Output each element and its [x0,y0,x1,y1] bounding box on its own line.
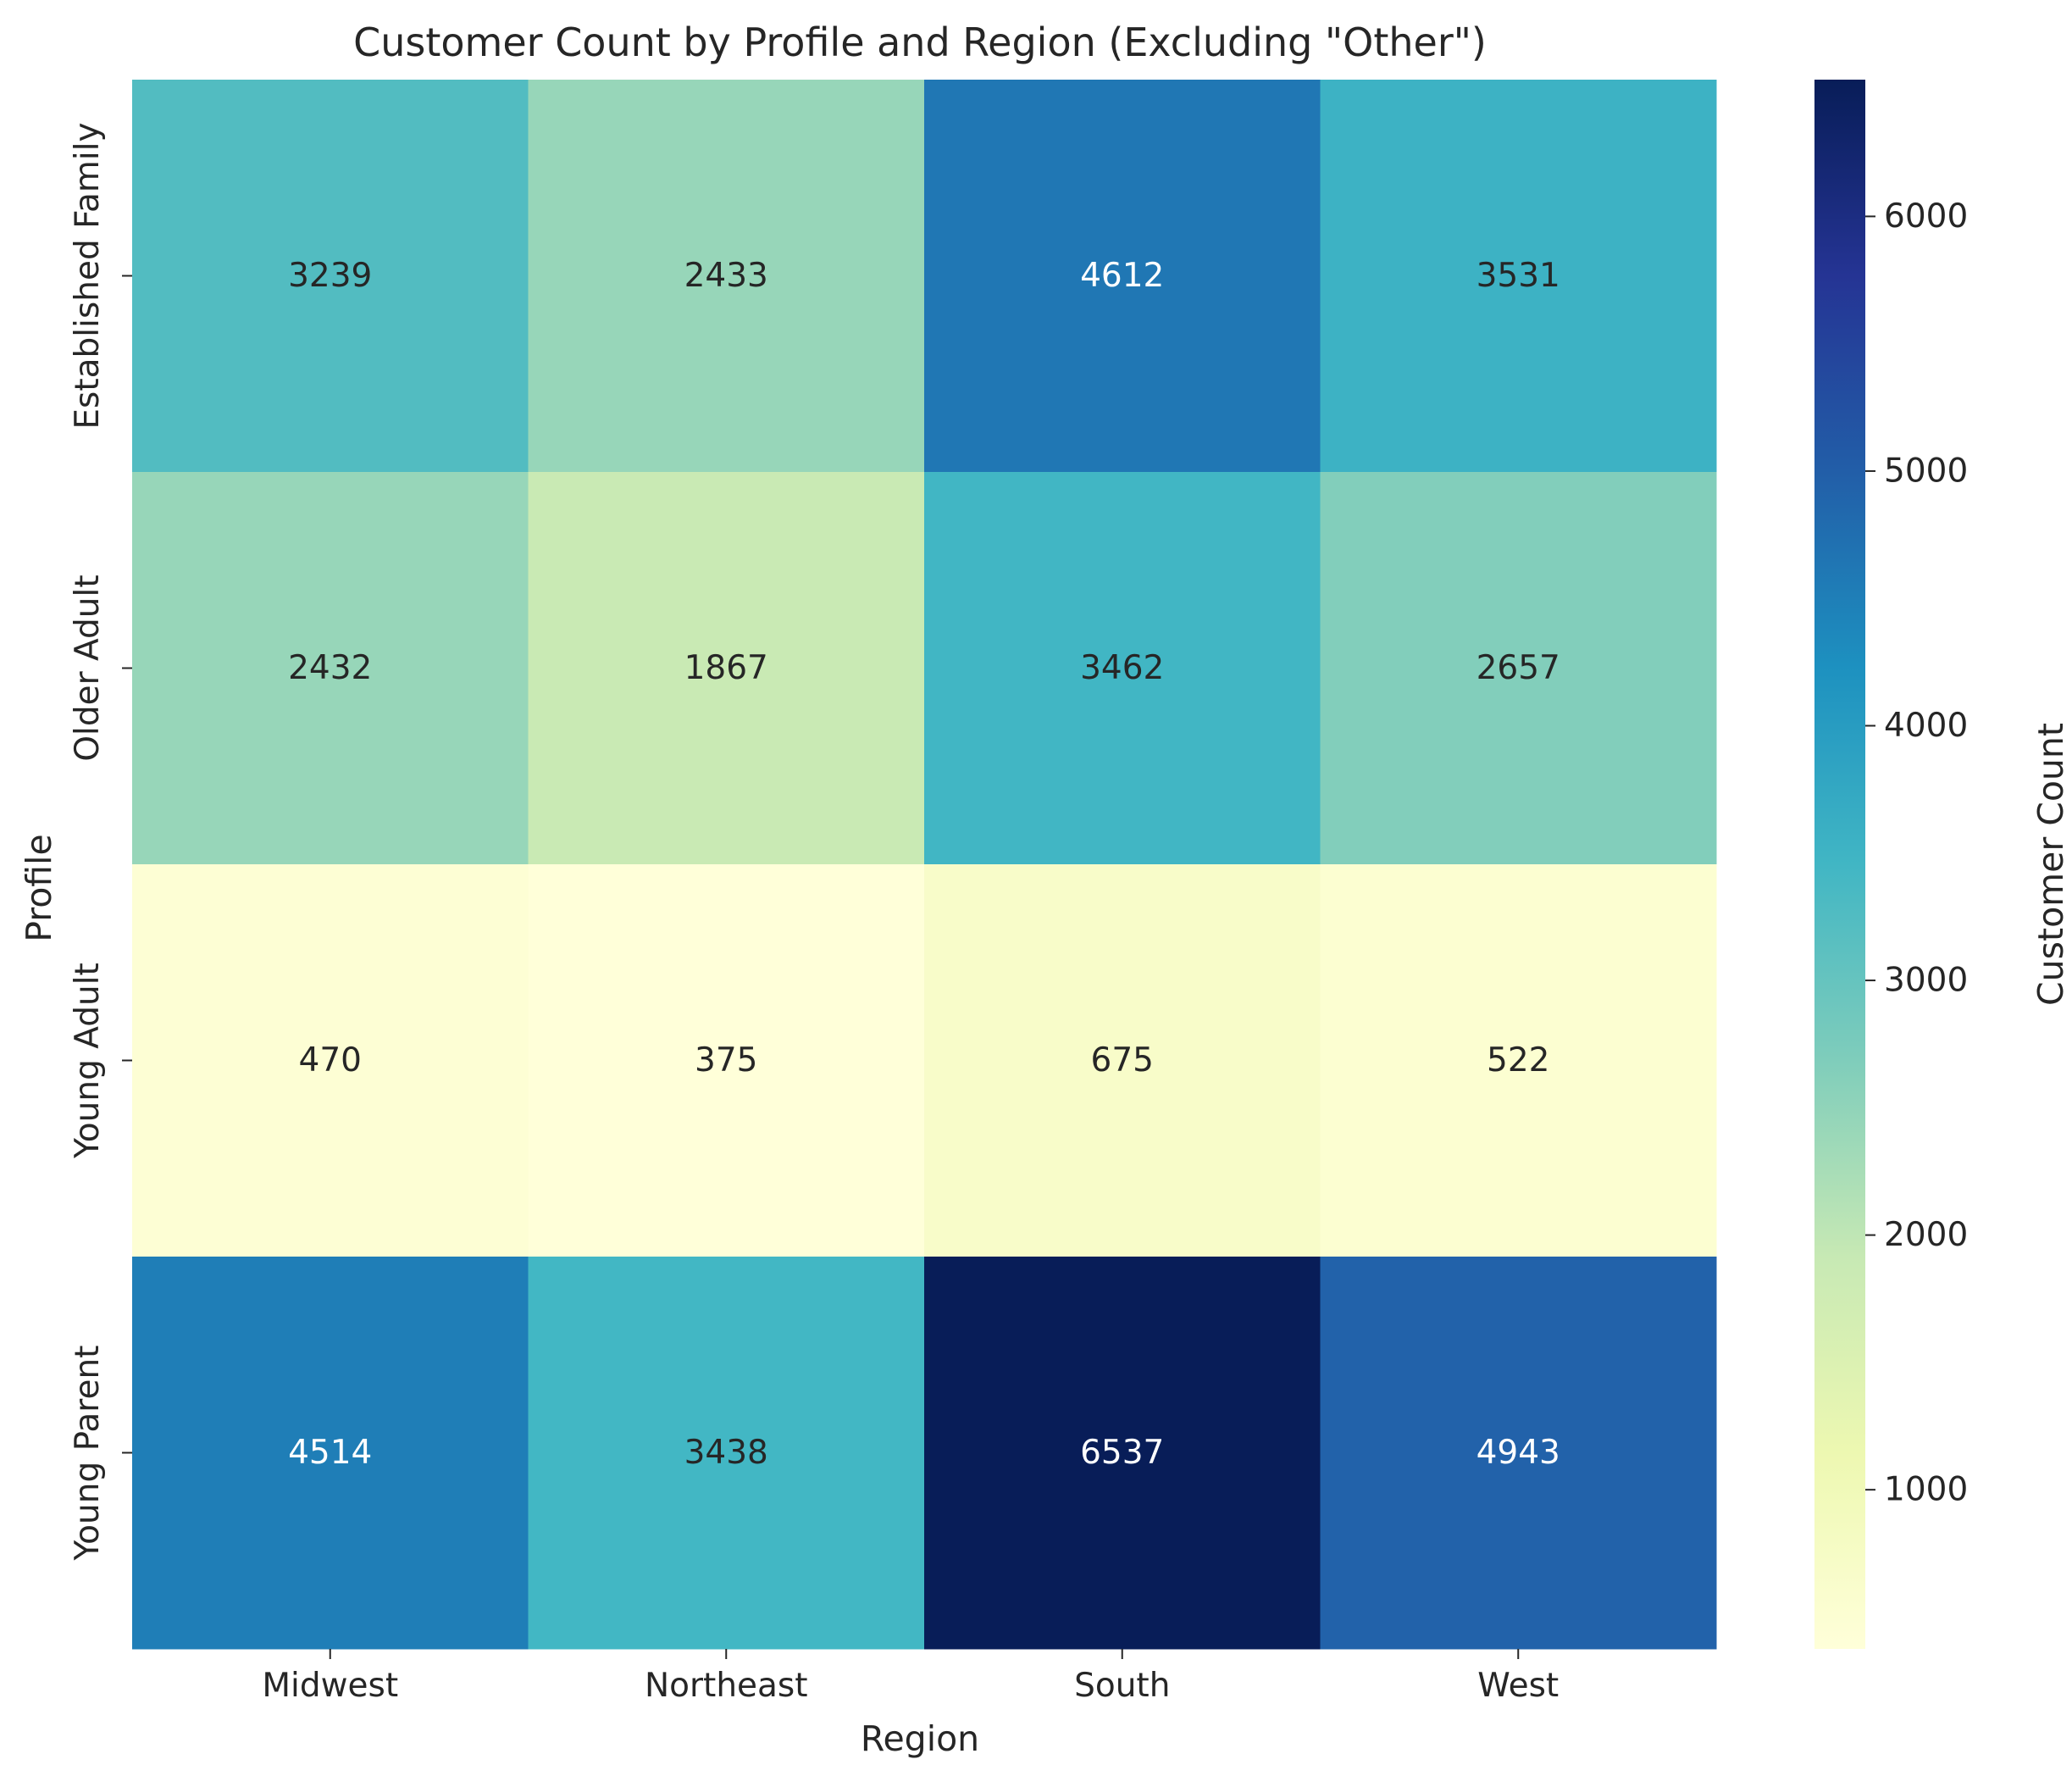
x-tick-label: West [1477,1667,1559,1705]
cell-value-label: 1867 [684,649,768,687]
heatmap-cell [1320,1257,1717,1650]
heatmap-cell [1320,472,1717,865]
cell-value-label: 3438 [684,1434,768,1472]
cell-value-label: 2432 [288,649,372,687]
heatmap-cell [132,80,529,473]
heatmap-cells [132,80,1717,1650]
chart-title: Customer Count by Profile and Region (Ex… [353,19,1487,65]
colorbar-tick-label: 3000 [1884,962,1968,1000]
x-tick-label: South [1074,1667,1170,1705]
colorbar-tick-label: 6000 [1884,197,1968,236]
heatmap-cell-labels: 3239 2433 4612 3531 2432 1867 3462 2657 470 375 67… [288,257,1560,1472]
heatmap-cell [924,472,1321,865]
cell-value-label: 2433 [684,257,768,295]
heatmap-cell [528,1257,925,1650]
cell-value-label: 2657 [1476,649,1560,687]
x-axis-ticks: Midwest Northeast South West [262,1649,1559,1705]
cell-value-label: 3239 [288,257,372,295]
colorbar-tick-label: 1000 [1884,1471,1968,1509]
y-axis-ticks: Established Family Older Adult Young Adult… [69,122,132,1561]
heatmap-cell [528,864,925,1257]
x-tick-label: Northeast [645,1667,808,1705]
cell-value-label: 375 [695,1041,757,1079]
colorbar-ticks: 1000 2000 3000 4000 5000 6000 [1865,197,1968,1509]
heatmap-cell [924,1257,1321,1650]
heatmap-cell [528,80,925,473]
cell-value-label: 4943 [1476,1434,1560,1472]
cell-value-label: 3531 [1476,257,1560,295]
cell-value-label: 470 [299,1041,362,1079]
cell-value-label: 4612 [1080,257,1164,295]
x-tick-label: Midwest [262,1667,398,1705]
colorbar-tick-label: 4000 [1884,707,1968,745]
heatmap-cell [1320,80,1717,473]
y-axis-label: Profile [19,834,59,941]
heatmap-cell [132,864,529,1257]
cell-value-label: 3462 [1080,649,1164,687]
cell-value-label: 6537 [1080,1434,1164,1472]
colorbar [1814,80,1865,1649]
colorbar-tick-label: 2000 [1884,1216,1968,1254]
cell-value-label: 522 [1487,1041,1549,1079]
y-tick-label: Young Adult [69,963,107,1159]
x-axis-label: Region [861,1718,979,1759]
y-tick-label: Young Parent [69,1346,107,1562]
cell-value-label: 675 [1091,1041,1154,1079]
y-tick-label: Older Adult [69,574,107,761]
colorbar-tick-label: 5000 [1884,452,1968,490]
heatmap-cell [924,864,1321,1257]
heatmap-cell [132,472,529,865]
y-tick-label: Established Family [69,122,107,429]
heatmap-cell [132,1257,529,1650]
cell-value-label: 4514 [288,1434,372,1472]
heatmap-cell [1320,864,1717,1257]
heatmap-cell [924,80,1321,473]
heatmap-cell [528,472,925,865]
colorbar-label: Customer Count [2030,723,2071,1006]
